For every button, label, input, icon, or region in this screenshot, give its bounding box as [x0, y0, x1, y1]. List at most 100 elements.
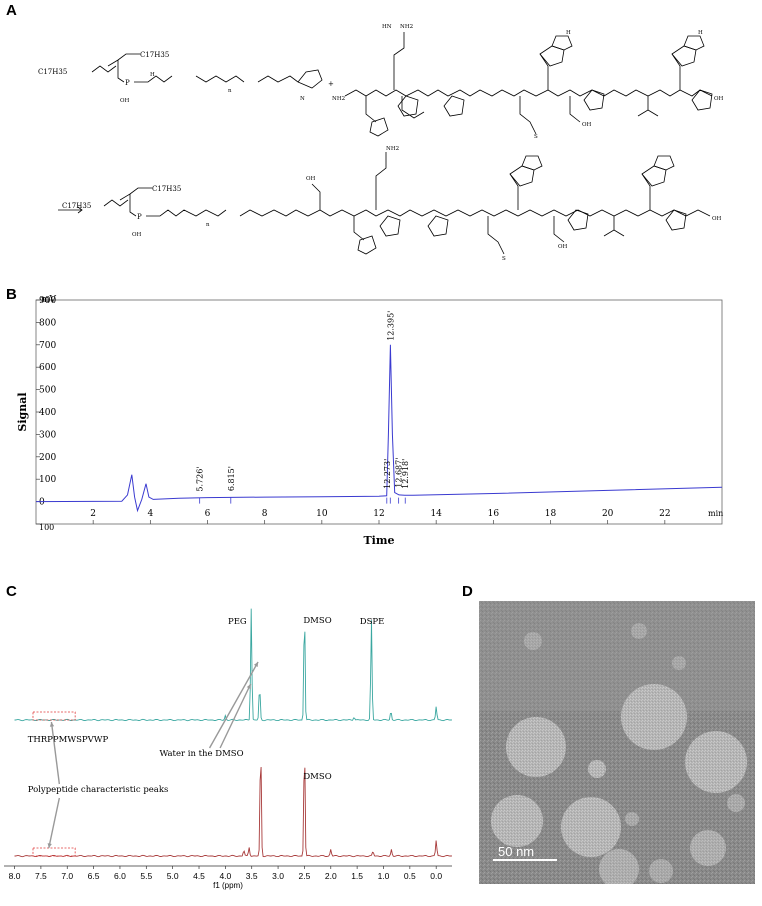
phosphorus-label-1: P — [125, 79, 130, 87]
water-arrow-2 — [219, 683, 252, 749]
panel-c-label: C — [6, 583, 17, 600]
x-tick-label: 1.0 — [378, 871, 390, 881]
peak-label: 6.815' — [227, 466, 236, 491]
y-unit-label: mV — [41, 295, 57, 305]
nanoparticle — [649, 859, 673, 883]
peptide-box-bottom — [32, 847, 76, 857]
panel-b-label: B — [6, 286, 17, 303]
y-tick-label: 0 — [39, 498, 45, 508]
water-arrow-2-head — [246, 684, 251, 689]
x-tick-label: 4.0 — [219, 871, 231, 881]
acid-oh-label-2: OH — [712, 216, 722, 222]
y-tick-label: 700 — [39, 341, 56, 351]
acyl-chain-label-1: C17H35 — [38, 68, 67, 76]
x-tick-label: 12 — [373, 509, 384, 519]
oh-label-2: OH — [132, 232, 142, 238]
x-tick-label: 4.5 — [193, 871, 205, 881]
annotation-polypeptide: Polypeptide characteristic peaks — [28, 785, 169, 795]
nanoparticle — [588, 760, 606, 778]
peak-label: 12.273' — [383, 459, 392, 489]
indole-nh-label-2: H — [698, 30, 703, 36]
peak-label: 12.687' — [395, 458, 404, 488]
scale-bar-label: 50 nm — [498, 844, 534, 859]
serine-oh-label-2: OH — [558, 244, 568, 250]
tem-particles: 50 nm — [479, 601, 755, 884]
x-tick-label: 3.5 — [246, 871, 258, 881]
peptide-box-top — [32, 711, 76, 721]
tem-micrograph: 50 nm — [479, 601, 755, 884]
nanoparticle — [690, 830, 726, 866]
hplc-chromatogram: 0 100 200 300 400 500 600 700 800 900 100 mV 2 4 6 8 10 1… — [16, 295, 723, 547]
x-tick-label: 3.0 — [272, 871, 284, 881]
acid-oh-label-1: OH — [714, 96, 724, 102]
polypeptide-arrow-up-head — [49, 722, 55, 727]
y-tick-label: 800 — [39, 318, 56, 328]
panel-a-label: A — [6, 2, 17, 19]
x-tick-label: 2.5 — [299, 871, 311, 881]
nanoparticle — [672, 656, 686, 670]
y-tick-label: 600 — [39, 363, 56, 373]
y-tick-label: 200 — [39, 453, 56, 463]
x-unit-label: min — [708, 509, 723, 518]
nanoparticle — [621, 684, 687, 750]
x-tick-label: 14 — [430, 509, 442, 519]
nh2-label: NH2 — [332, 96, 345, 102]
polypeptide-arrow-up — [50, 721, 61, 785]
annotation-peg: PEG — [228, 617, 247, 627]
annotation-water: Water in the DMSO — [159, 749, 243, 759]
nanoparticle — [561, 797, 621, 857]
oh-label-1: OH — [120, 98, 130, 104]
x-tick-label: 8 — [262, 509, 268, 519]
sulfur-label-2: S — [502, 256, 506, 262]
y-tick-label: 900 — [39, 296, 56, 306]
x-tick-label: 8.0 — [9, 871, 21, 881]
annotation-dmso-bottom: DMSO — [303, 772, 331, 782]
threonine-oh-label: OH — [306, 176, 316, 182]
repeat-n-label-1: n — [228, 88, 232, 94]
acyl-chain-label-4: C17H35 — [152, 185, 181, 193]
x-axis-title: f1 (ppm) — [213, 881, 243, 890]
nh-label-1: H — [150, 72, 155, 78]
sulfur-label-1: S — [534, 134, 538, 140]
acyl-chain-label-3: C17H35 — [62, 202, 91, 210]
x-tick-label: 2 — [90, 509, 96, 519]
nanoparticle — [506, 717, 566, 777]
polypeptide-arrow-down — [48, 797, 61, 849]
polypeptide-arrow-down-head — [47, 843, 52, 848]
x-tick-label: 0.0 — [430, 871, 442, 881]
x-tick-label: 6.5 — [88, 871, 100, 881]
peak-label: 12.918' — [401, 459, 410, 489]
x-tick-label: 10 — [316, 509, 328, 519]
indole-nh-label-1: H — [566, 30, 571, 36]
x-tick-label: 6.0 — [114, 871, 126, 881]
nanoparticle — [685, 731, 747, 793]
x-tick-label: 16 — [488, 509, 500, 519]
water-arrow-1-head — [253, 662, 259, 667]
spectrum-bottom — [14, 766, 453, 858]
nanoparticle — [625, 812, 639, 826]
nanoparticle — [727, 794, 745, 812]
phosphorus-label-2: P — [137, 213, 142, 221]
x-tick-label: 0.5 — [404, 871, 416, 881]
x-axis-title: Time — [363, 534, 394, 547]
x-tick-label: 5.5 — [140, 871, 152, 881]
x-tick-label: 22 — [659, 509, 670, 519]
nhs-n-label: N — [300, 96, 305, 102]
repeat-n-label-2: n — [206, 222, 210, 228]
reaction-scheme: C17H35 C17H35 P OH H n N + NH2 NH2 HN S … — [38, 24, 724, 262]
water-arrow-1 — [208, 661, 259, 749]
nmr-spectra: 8.0 7.5 7.0 6.5 6.0 5.5 5.0 4.5 4.0 3.5 3.0 2.5 2.0 1… — [4, 608, 453, 890]
nanoparticle — [631, 623, 647, 639]
x-tick-label: 6 — [205, 509, 211, 519]
x-tick-label: 4 — [147, 509, 153, 519]
nanoparticle — [491, 795, 543, 847]
acyl-chain-label-2: C17H35 — [140, 51, 169, 59]
y-tick-label: 100 — [39, 523, 54, 532]
y-tick-label: 400 — [39, 408, 56, 418]
x-tick-label: 18 — [545, 509, 557, 519]
annotation-sequence: THRPPMWSPVWP — [28, 735, 109, 745]
y-tick-label: 300 — [39, 430, 56, 440]
x-tick-label: 20 — [602, 509, 614, 519]
y-tick-label: 500 — [39, 386, 56, 396]
x-tick-label: 1.5 — [351, 871, 363, 881]
